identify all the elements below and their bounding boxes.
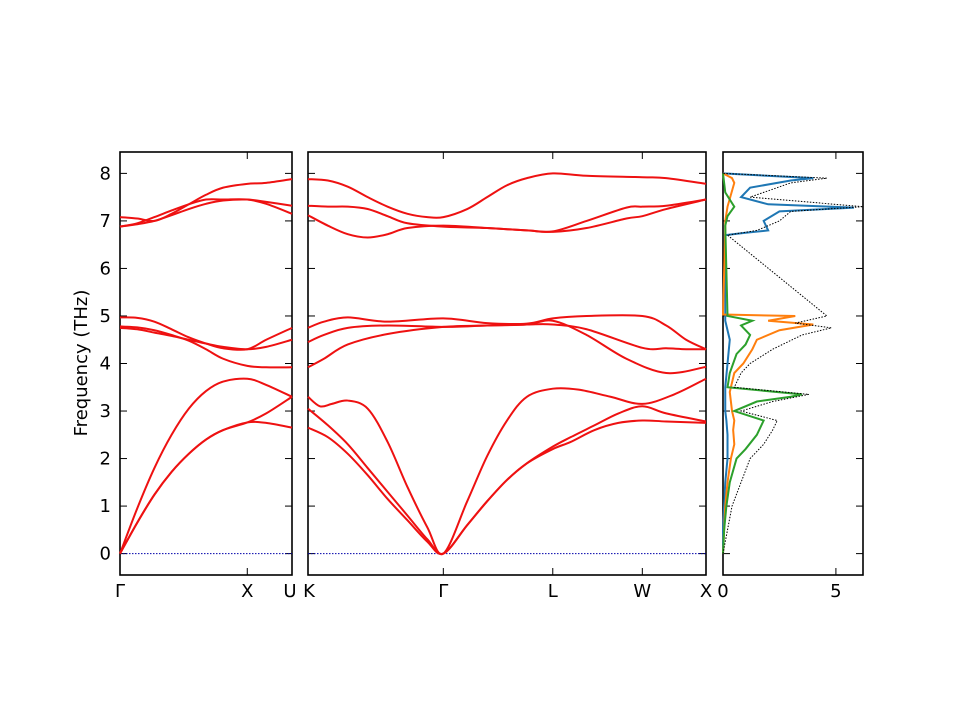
phonon-band-1 (307, 419, 707, 556)
phonon-band-6 (307, 314, 707, 351)
dos-series-2 (721, 172, 814, 554)
y-tick-label: 6 (100, 258, 111, 279)
y-tick-label: 1 (100, 496, 111, 517)
phonon-band-2 (119, 395, 293, 555)
y-axis-label: Frequency (THz) (71, 290, 92, 437)
dos-x-tick-label: 5 (830, 581, 841, 602)
y-tick-label: 0 (100, 544, 111, 565)
x-tick-label: U (283, 581, 296, 602)
dos-series-4 (722, 172, 864, 554)
dos-series-3 (722, 173, 803, 554)
y-tick-label: 5 (100, 306, 111, 327)
x-tick-label: X (241, 581, 253, 602)
y-tick-label: 8 (100, 163, 111, 184)
dos-x-tick-label: 0 (717, 581, 728, 602)
gamma-x-u-frame (119, 151, 293, 576)
y-tick-label: 7 (100, 211, 111, 232)
phonon-band-5 (119, 326, 293, 351)
phonon-band-3 (119, 377, 293, 554)
x-tick-label: Γ (438, 581, 448, 602)
phonon-band-3 (307, 377, 707, 556)
dos-series-1 (722, 172, 855, 554)
x-tick-label: X (700, 581, 712, 602)
band-panel-gamma-x-u: 0 1 2 3 4 5 6 7 8 Γ X U (100, 151, 297, 602)
phonon-band-5 (307, 319, 707, 375)
y-tick-label: 4 (100, 354, 111, 375)
y-tick-label: 2 (100, 449, 111, 470)
phonon-band-2 (307, 405, 707, 555)
y-tick-label: 3 (100, 401, 111, 422)
phonon-band-9 (119, 178, 293, 223)
phonon-band-9 (307, 172, 707, 219)
phonon-band-4 (307, 323, 707, 369)
x-tick-label: L (548, 581, 558, 602)
phonon-band-8 (307, 198, 707, 233)
x-tick-label: W (633, 581, 651, 602)
phonon-band-4 (119, 325, 293, 369)
x-tick-label: Γ (115, 581, 125, 602)
phonon-band-6 (119, 316, 293, 351)
phonon-band-7 (307, 198, 707, 239)
x-tick-label: K (303, 581, 316, 602)
